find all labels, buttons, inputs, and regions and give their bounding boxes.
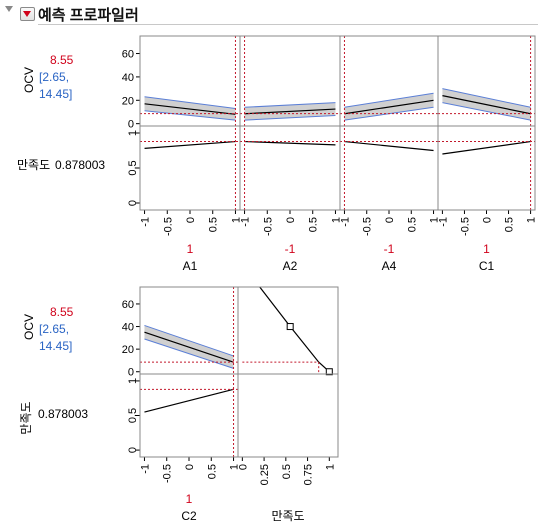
factor-name-a2: A2 [283,259,298,273]
factor-name-c2: C2 [181,509,197,523]
ocv-upper-line-c1 [442,88,531,108]
x-tick-label: 0.5 [208,217,220,232]
x-tick-label: 0 [185,217,197,223]
satisfaction-y-tick-label: 0 [127,200,139,206]
x-tick-label: -1 [139,464,151,474]
plot-frame [139,35,536,211]
ocv-upper-line-a2 [244,102,336,108]
ocv-response-label: OCV [22,67,36,93]
x-tick-label: -0.5 [362,217,374,236]
ocv-lower-line-c1 [442,102,531,121]
satisfaction-response-label: 만족도 [17,158,50,172]
satisfaction-line-a4 [344,140,434,152]
plot-frame-2 [139,286,339,458]
x-tick-label: -0.5 [459,217,471,236]
ocv-interval-upper: 14.45] [39,87,72,101]
satisfaction-y-tick-label: 1 [127,130,139,136]
factor-current-c1: 1 [483,242,490,256]
ocv-lower-line-c2 [144,338,234,369]
x-tick-label: 0.5 [406,217,418,232]
factor-current-c2: 1 [186,492,193,506]
factor-name-a4: A4 [382,259,397,273]
satisfaction-y-tick-label: 0.5 [127,160,139,175]
satisfaction-line-c1 [442,140,531,155]
ocv-prediction-line-c1 [442,95,531,115]
disclosure-triangle-icon[interactable] [5,6,13,12]
ocv-interval-lower-2: [2.65, [39,322,69,336]
satisfaction-line-a2 [244,140,336,146]
x-tick-label: 1 [324,464,336,470]
ocv-prediction-line-a2 [244,108,336,115]
x-tick-label: 0 [285,217,297,223]
factor-current-a4: -1 [384,242,395,256]
satisfaction-response-label-2: 만족도 [19,401,33,434]
x-tick-label: 1 [429,217,441,223]
x-tick-label: 0.5 [206,464,218,479]
x-tick-label: 0 [384,217,396,223]
ocv-response-label-2: OCV [22,314,36,340]
x-tick-label: 0.5 [308,217,320,232]
satisfaction-current-value: 0.878003 [55,158,105,172]
x-tick-label: 0.5 [504,217,516,232]
x-tick-label: 0 [184,464,196,470]
x-tick-label: 0.75 [303,464,315,485]
x-tick-label: 1 [526,217,538,223]
x-tick-label: -1 [437,217,449,227]
satisfaction-line-a1 [144,140,236,149]
x-tick-label: -0.5 [162,464,174,483]
satisfaction-y-2-tick-label: 0.5 [127,408,139,423]
ocv-upper-line-a4 [344,92,434,108]
ocv-interval-upper-2: 14.45] [39,339,72,353]
x-tick-label: 0.5 [281,464,293,479]
x-tick-label: -1 [339,217,351,227]
x-tick-label: 1 [229,464,241,470]
ocv-interval-lower: [2.65, [39,70,69,84]
ocv-y-2-tick-label: 0 [128,367,134,379]
satisfaction-current-value-2: 0.878003 [38,407,88,421]
header-divider [38,24,538,25]
x-tick-label: -1 [240,217,252,227]
page-title: 예측 프로파일러 [38,7,139,24]
ocv-current-value: 8.55 [50,53,74,67]
ocv-prediction-line-a4 [344,99,434,115]
ocv-lower-line-a2 [244,114,336,121]
desirability-axis-label: 만족도 [271,509,304,523]
x-tick-label: 1 [230,217,242,223]
factor-name-a1: A1 [183,259,198,273]
satisfaction-y-2-tick-label: 0 [127,447,139,453]
x-tick-label: 0.25 [259,464,271,485]
profiler-header: 예측 프로파일러 [0,0,542,26]
factor-current-a1: 1 [187,242,194,256]
ocv-y-tick-label: 20 [122,95,134,107]
desirability-handle [325,368,333,376]
ocv-y-tick-label: 60 [122,49,134,61]
ocv-y-tick-label: 40 [122,72,134,84]
x-tick-label: -1 [140,217,152,227]
ocv-y-2-tick-label: 60 [122,299,134,311]
x-tick-label: 0 [482,217,494,223]
x-tick-label: 0 [237,464,249,470]
satisfaction-y-2-tick-label: 1 [127,378,139,384]
ocv-y-2-tick-label: 20 [122,344,134,356]
x-tick-label: -0.5 [262,217,274,236]
ocv-lower-line-a1 [144,110,236,121]
satisfaction-line-c2 [144,388,234,413]
desirability-handle [286,323,294,331]
ocv-upper-line-a1 [144,96,236,109]
ocv-upper-line-c2 [144,324,234,357]
x-tick-label: -0.5 [162,217,174,236]
header-bar [0,0,542,26]
ocv-y-2-tick-label: 40 [122,322,134,334]
ocv-y-tick-label: 0 [128,119,134,131]
ocv-current-value-2: 8.55 [50,305,74,319]
ocv-prediction-line-a1 [144,103,236,115]
factor-current-a2: -1 [285,242,296,256]
desirability-function-line [259,286,330,373]
x-tick-label: 1 [330,217,342,223]
factor-name-c1: C1 [479,259,495,273]
ocv-prediction-line-c2 [144,331,234,363]
red-menu-triangle-icon[interactable] [20,7,35,21]
